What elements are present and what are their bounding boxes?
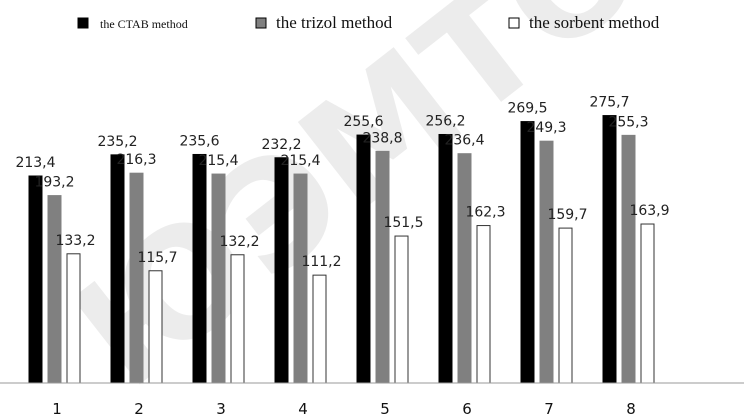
data-label-s3-c5: 151,5	[383, 215, 423, 231]
bar-s2-c4	[293, 173, 308, 384]
data-labels: 213,4 193,2 133,2 235,2 216,3 115,7 235,6 215,4…	[15, 95, 669, 271]
data-label-s1-c8: 275,7	[589, 95, 629, 111]
legend-label-2: the trizol method	[276, 13, 393, 32]
bar-s3-c5	[394, 235, 409, 384]
data-label-s1-c1: 213,4	[15, 155, 55, 171]
data-label-s2-c4: 215,4	[280, 153, 320, 169]
data-label-s2-c6: 236,4	[444, 133, 484, 149]
bar-s1-c1	[28, 175, 43, 384]
bar-s1-c3	[192, 153, 207, 384]
data-label-s1-c2: 235,2	[97, 134, 137, 150]
bar-s2-c6	[457, 153, 472, 384]
bar-s1-c2	[110, 154, 125, 384]
legend-swatch-3	[508, 17, 520, 29]
data-label-s2-c5: 238,8	[362, 130, 402, 146]
bar-s1-c5	[356, 134, 371, 384]
bar-s1-c6	[438, 133, 453, 384]
data-label-s3-c6: 162,3	[465, 205, 505, 221]
data-label-s1-c7: 269,5	[507, 101, 547, 117]
data-label-s3-c4: 111,2	[301, 254, 341, 270]
bar-s3-c7	[558, 227, 573, 384]
bar-s3-c1	[66, 253, 81, 384]
data-label-s3-c8: 163,9	[629, 203, 669, 219]
data-label-s1-c4: 232,2	[261, 137, 301, 153]
data-label-s2-c1: 193,2	[34, 175, 74, 191]
data-label-s2-c2: 216,3	[116, 152, 156, 168]
bars	[28, 115, 655, 384]
bar-s1-c7	[520, 121, 535, 384]
bar-s3-c8	[640, 223, 655, 384]
bar-s3-c2	[148, 270, 163, 384]
bar-s2-c7	[539, 140, 554, 384]
x-tick-1: 1	[52, 400, 62, 418]
data-label-s2-c8: 255,3	[608, 114, 648, 130]
x-tick-4: 4	[298, 400, 308, 418]
bar-s1-c4	[274, 157, 289, 384]
x-tick-2: 2	[134, 400, 144, 418]
x-tick-6: 6	[462, 400, 472, 418]
data-label-s3-c1: 133,2	[55, 233, 95, 249]
bar-s3-c3	[230, 254, 245, 384]
data-label-s1-c5: 255,6	[343, 114, 383, 130]
x-tick-labels: 1 2 3 4 5 6 7 8	[52, 400, 636, 418]
data-label-s1-c6: 256,2	[425, 113, 465, 129]
x-tick-7: 7	[544, 400, 554, 418]
x-tick-8: 8	[626, 400, 636, 418]
data-label-s1-c3: 235,6	[179, 133, 219, 149]
x-tick-5: 5	[380, 400, 390, 418]
data-label-s2-c7: 249,3	[526, 120, 566, 136]
bar-s3-c6	[476, 225, 491, 384]
x-tick-3: 3	[216, 400, 226, 418]
bar-s2-c5	[375, 150, 390, 384]
legend-swatch-2	[255, 17, 267, 29]
bar-s3-c4	[312, 274, 327, 384]
legend: the CTAB method the trizol method the sorb…	[77, 13, 660, 32]
bar-s2-c1	[47, 195, 62, 384]
data-label-s3-c2: 115,7	[137, 250, 177, 266]
bar-s2-c3	[211, 173, 226, 384]
bar-s2-c2	[129, 172, 144, 384]
legend-label-3: the sorbent method	[529, 13, 660, 32]
data-label-s3-c3: 132,2	[219, 234, 259, 250]
bar-s2-c8	[621, 134, 636, 384]
data-label-s3-c7: 159,7	[547, 207, 587, 223]
legend-swatch-1	[77, 17, 89, 29]
bar-s1-c8	[602, 115, 617, 384]
data-label-s2-c3: 215,4	[198, 153, 238, 169]
legend-label-1: the CTAB method	[100, 17, 188, 31]
